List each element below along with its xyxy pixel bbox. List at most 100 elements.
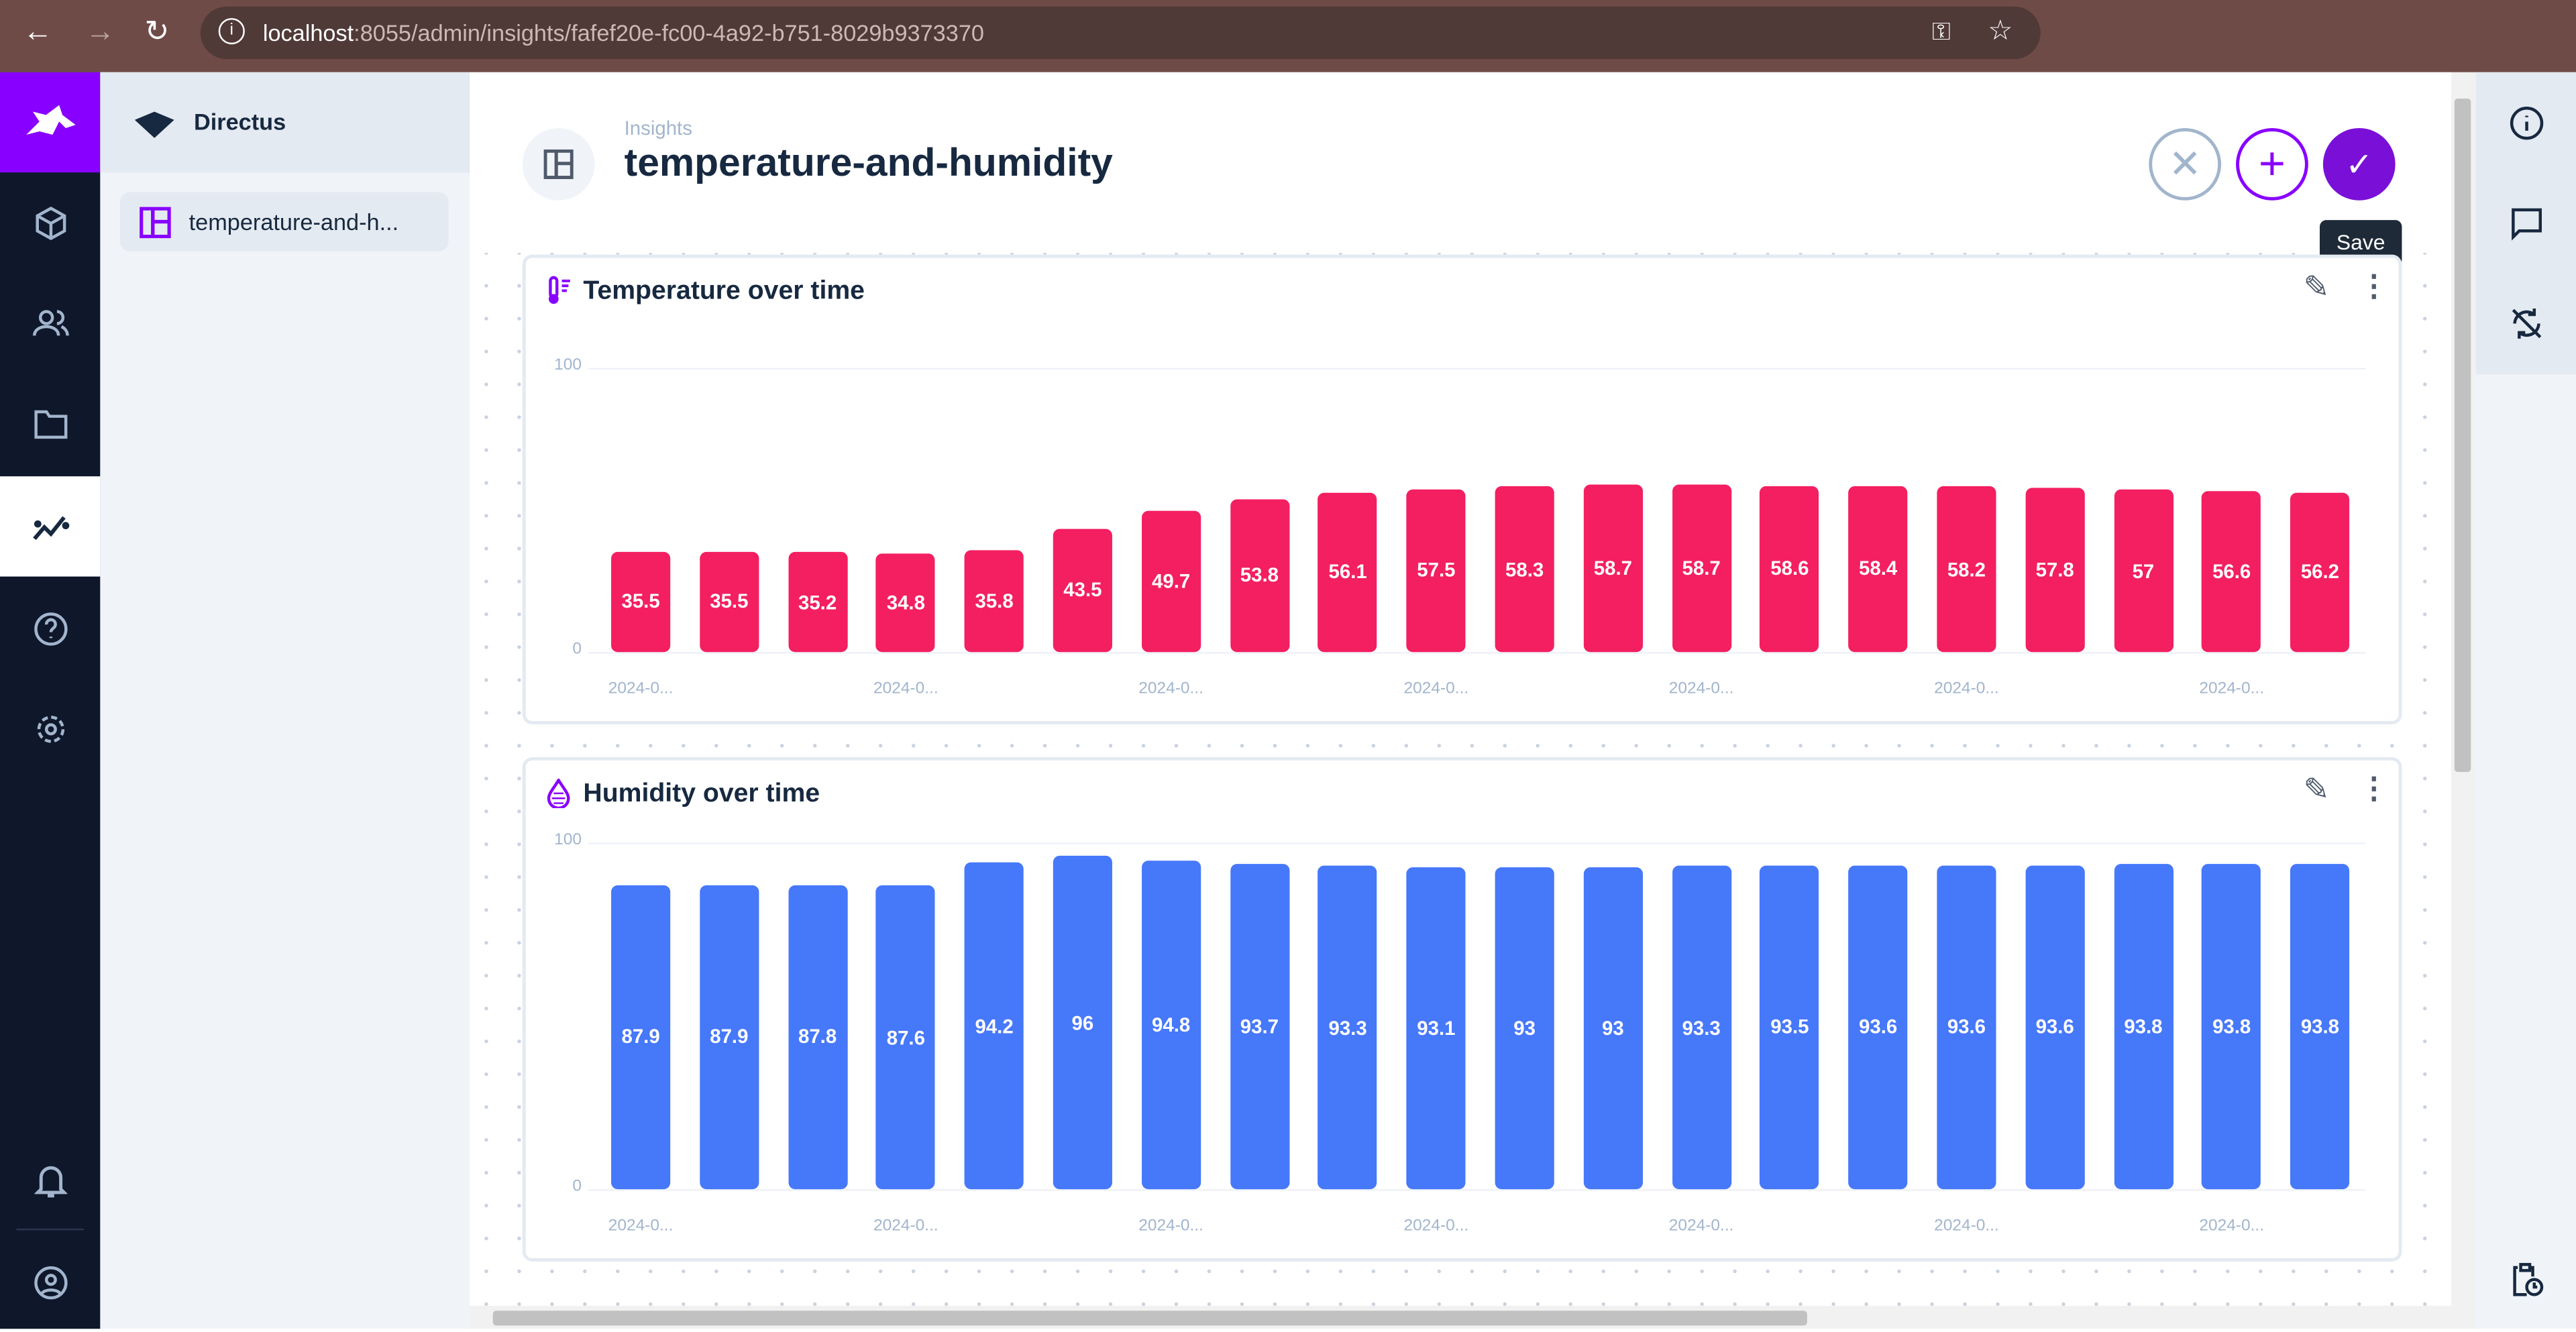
vertical-scroll-thumb[interactable]	[2454, 98, 2471, 773]
bar[interactable]: 56.1	[1318, 492, 1378, 653]
dashboard-icon	[140, 207, 171, 239]
bar-value-label: 93.7	[1240, 1015, 1279, 1039]
bar[interactable]: 57	[2113, 490, 2174, 653]
reload-icon[interactable]: ↻	[144, 15, 170, 48]
clipboard-clock-icon	[2512, 1262, 2543, 1296]
bar[interactable]: 58.7	[1583, 485, 1643, 653]
bar[interactable]: 35.2	[788, 552, 847, 653]
bar[interactable]: 94.2	[965, 863, 1024, 1190]
folder-icon	[34, 409, 67, 438]
bar[interactable]: 34.8	[876, 553, 936, 653]
bar-value-label: 43.5	[1063, 578, 1102, 602]
bar-value-label: 93.3	[1682, 1015, 1721, 1040]
bar[interactable]: 93.8	[2202, 864, 2261, 1190]
comments-button[interactable]	[2476, 172, 2576, 272]
bar[interactable]: 93.8	[2113, 864, 2174, 1190]
bar[interactable]: 58.7	[1672, 485, 1731, 653]
bar-value-label: 58.3	[1505, 557, 1544, 581]
bookmark-star-icon[interactable]: ☆	[1988, 15, 2013, 46]
bar-value-label: 96	[1071, 1011, 1094, 1035]
bar[interactable]: 49.7	[1141, 510, 1201, 653]
bar[interactable]: 58.4	[1848, 486, 1908, 653]
bar[interactable]: 93	[1495, 867, 1554, 1190]
bar[interactable]: 96	[1053, 856, 1112, 1190]
files-module[interactable]	[0, 373, 100, 473]
x-tick-label: 2024-0...	[608, 679, 674, 698]
sync-disabled-icon	[2511, 307, 2541, 338]
insights-icon	[32, 515, 69, 539]
auto-refresh-button[interactable]	[2476, 273, 2576, 373]
forward-icon[interactable]: →	[85, 15, 115, 48]
add-panel-button[interactable]: +	[2236, 128, 2308, 201]
bar[interactable]: 56.6	[2202, 491, 2261, 653]
bar-value-label: 93.6	[1947, 1015, 1986, 1039]
bar-value-label: 58.7	[1593, 557, 1633, 580]
bar[interactable]: 94.8	[1141, 861, 1201, 1190]
back-icon[interactable]: ←	[23, 15, 53, 48]
save-button[interactable]: ✓	[2322, 128, 2396, 201]
horizontal-scroll-thumb[interactable]	[492, 1311, 1807, 1326]
x-tick-label: 2024-0...	[873, 679, 938, 698]
bar[interactable]: 57.5	[1406, 488, 1466, 653]
bar[interactable]: 87.9	[699, 884, 759, 1190]
bar[interactable]: 87.6	[876, 885, 936, 1190]
bar[interactable]: 93	[1583, 867, 1643, 1190]
bar[interactable]: 57.8	[2025, 488, 2085, 653]
insights-module[interactable]	[0, 476, 101, 577]
bar[interactable]: 56.2	[2290, 492, 2350, 653]
bar[interactable]: 93.5	[1760, 865, 1819, 1190]
bar-value-label: 58.4	[1859, 557, 1898, 581]
bar-value-label: 57	[2132, 559, 2155, 583]
breadcrumb[interactable]: Insights	[624, 116, 692, 140]
bar[interactable]: 58.6	[1760, 485, 1819, 653]
info-button[interactable]	[2476, 72, 2576, 172]
directus-logo[interactable]	[0, 72, 101, 173]
bar[interactable]: 35.5	[611, 551, 671, 653]
bar-value-label: 35.5	[621, 590, 660, 614]
bar[interactable]: 58.2	[1937, 486, 1996, 653]
bar[interactable]: 43.5	[1053, 528, 1112, 653]
bar[interactable]: 87.9	[611, 884, 671, 1190]
page-title: temperature-and-humidity	[624, 141, 1113, 186]
bar-value-label: 35.5	[710, 590, 749, 614]
panel-title: Humidity over time	[583, 780, 820, 808]
bar[interactable]: 35.8	[965, 550, 1024, 653]
edit-icon[interactable]: ✎	[2303, 271, 2330, 306]
user-menu[interactable]	[0, 1232, 100, 1332]
site-info-icon[interactable]: i	[218, 17, 245, 45]
content-module[interactable]	[0, 172, 100, 272]
users-module[interactable]	[0, 273, 100, 373]
sidebar-item-dashboard[interactable]: temperature-and-h...	[119, 192, 449, 252]
bar[interactable]: 93.7	[1230, 864, 1289, 1190]
password-key-icon[interactable]: ⚿	[1932, 17, 1951, 46]
bar[interactable]: 93.3	[1318, 865, 1378, 1190]
notifications-button[interactable]	[0, 1130, 100, 1230]
bar[interactable]: 93.8	[2290, 864, 2350, 1190]
settings-module[interactable]	[0, 678, 100, 778]
more-vert-icon[interactable]: ⋮	[2359, 772, 2389, 806]
bar-value-label: 94.2	[975, 1014, 1014, 1038]
help-module[interactable]	[0, 578, 100, 678]
bar-value-label: 56.1	[1328, 561, 1367, 584]
x-tick-label: 2024-0...	[1668, 1217, 1734, 1235]
check-icon: ✓	[2345, 147, 2373, 184]
bar[interactable]: 53.8	[1230, 499, 1289, 653]
history-button[interactable]	[2476, 1229, 2576, 1329]
y-tick-label: 100	[554, 356, 582, 375]
bar[interactable]: 93.1	[1406, 866, 1466, 1190]
bar[interactable]: 58.3	[1495, 486, 1554, 653]
bar[interactable]: 93.3	[1672, 865, 1731, 1190]
y-tick-label: 0	[572, 641, 582, 659]
bar[interactable]: 93.6	[2025, 865, 2085, 1190]
more-vert-icon[interactable]: ⋮	[2359, 269, 2389, 302]
edit-icon[interactable]: ✎	[2303, 773, 2330, 808]
bar[interactable]: 35.5	[699, 551, 759, 653]
x-tick-label: 2024-0...	[873, 1217, 938, 1235]
address-bar[interactable]: localhost:8055/admin/insights/fafef20e-f…	[200, 6, 2041, 60]
panel-title: Temperature over time	[583, 277, 865, 306]
project-logo-icon	[134, 111, 174, 138]
bar[interactable]: 87.8	[788, 885, 847, 1190]
cancel-button[interactable]: ✕	[2149, 128, 2222, 201]
bar[interactable]: 93.6	[1937, 865, 1996, 1190]
bar[interactable]: 93.6	[1848, 865, 1908, 1190]
